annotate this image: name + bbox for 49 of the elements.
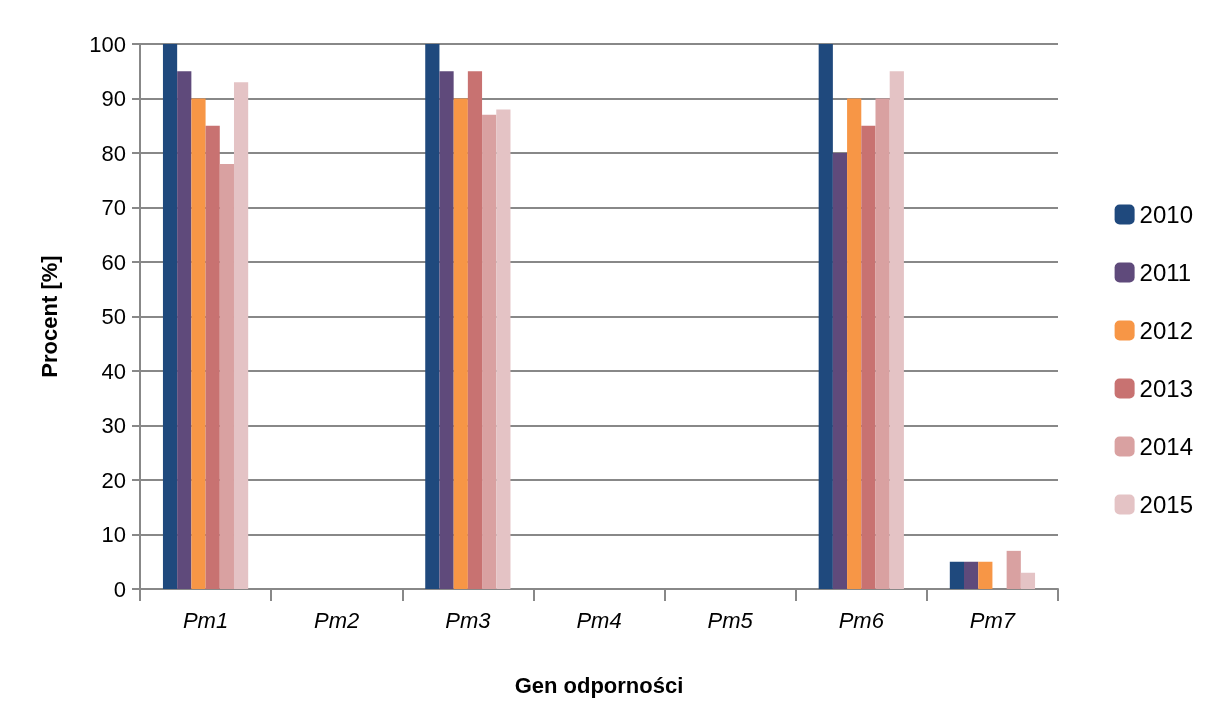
- y-tick-label: 20: [101, 467, 126, 493]
- y-tick-label: 10: [101, 522, 126, 547]
- bar: [1006, 550, 1021, 589]
- legend-label: 2011: [1139, 259, 1192, 286]
- legend-label: 2015: [1139, 491, 1193, 518]
- bar: [482, 114, 497, 589]
- legend-label: 2014: [1139, 433, 1193, 460]
- x-tick-label: Pm4: [576, 607, 622, 633]
- bar: [453, 98, 468, 589]
- bar: [964, 561, 979, 589]
- bar: [233, 82, 249, 589]
- legend-label: 2012: [1139, 317, 1193, 344]
- bar: [861, 125, 876, 589]
- x-tick-label: Pm1: [182, 607, 229, 633]
- bar: [832, 153, 848, 589]
- x-tick-label: Pm3: [445, 607, 492, 633]
- y-tick-label: 80: [101, 140, 126, 166]
- bar: [496, 109, 511, 589]
- x-tick-label: Pm6: [838, 607, 885, 633]
- bar: [1020, 572, 1036, 589]
- bar: [949, 561, 965, 589]
- y-tick-label: 0: [113, 576, 126, 602]
- y-tick-label: 50: [101, 304, 126, 329]
- bar: [425, 44, 440, 589]
- y-tick-label: 70: [101, 195, 126, 220]
- bar: [439, 71, 454, 589]
- legend-label: 2010: [1139, 201, 1193, 228]
- y-tick-label: 60: [101, 249, 126, 275]
- x-tick-label: Pm2: [314, 607, 360, 633]
- y-tick-label: 100: [89, 31, 126, 57]
- y-tick-label: 30: [101, 413, 126, 438]
- bar: [177, 71, 192, 589]
- bar: [889, 71, 904, 589]
- bar: [847, 98, 862, 589]
- bar: [205, 125, 220, 589]
- y-tick-label: 40: [101, 358, 126, 384]
- bar: [162, 44, 178, 589]
- y-axis-title: Procent [%]: [36, 255, 62, 378]
- bar: [818, 44, 833, 589]
- bar: [467, 71, 483, 589]
- bar: [219, 163, 234, 589]
- bar: [191, 98, 206, 589]
- x-axis-title: Gen odporności: [514, 672, 684, 698]
- x-tick-label: Pm5: [707, 607, 754, 633]
- bar: [875, 98, 890, 589]
- y-tick-label: 90: [101, 86, 126, 111]
- x-tick-label: Pm7: [969, 607, 1016, 633]
- legend-label: 2013: [1139, 375, 1193, 402]
- bar: [978, 561, 993, 589]
